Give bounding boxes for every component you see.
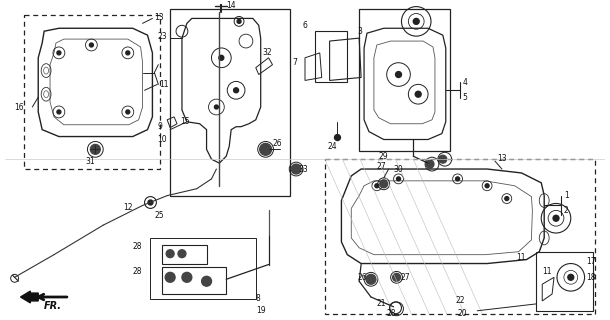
Circle shape: [291, 164, 301, 174]
Bar: [315, 31, 347, 83]
Circle shape: [182, 272, 192, 282]
Text: 20: 20: [458, 309, 467, 318]
Circle shape: [148, 200, 153, 205]
Bar: [162, 268, 226, 294]
Text: 32: 32: [263, 48, 272, 57]
Circle shape: [568, 274, 574, 280]
Text: 8: 8: [256, 294, 260, 303]
Circle shape: [395, 72, 401, 77]
Text: 9: 9: [157, 122, 162, 131]
Text: 26: 26: [357, 273, 367, 282]
Text: 11: 11: [542, 267, 551, 276]
Text: 28: 28: [133, 267, 142, 276]
Text: 24: 24: [328, 142, 337, 151]
Text: 7: 7: [292, 58, 297, 67]
Circle shape: [553, 215, 559, 221]
Circle shape: [456, 177, 459, 181]
Text: 19: 19: [256, 306, 265, 315]
Text: 26: 26: [273, 139, 282, 148]
Circle shape: [415, 91, 421, 97]
Bar: [325, 159, 595, 314]
Circle shape: [426, 160, 434, 168]
Text: 25: 25: [154, 211, 164, 220]
Text: 23: 23: [157, 32, 167, 41]
Text: FR.: FR.: [44, 301, 62, 311]
Text: 15: 15: [180, 117, 190, 126]
Circle shape: [178, 250, 186, 258]
Text: 4: 4: [462, 78, 467, 87]
Text: 16: 16: [15, 102, 24, 111]
Circle shape: [439, 155, 447, 163]
Circle shape: [57, 110, 61, 114]
FancyArrow shape: [21, 291, 38, 303]
Text: 28: 28: [133, 242, 142, 251]
Circle shape: [366, 274, 376, 284]
Circle shape: [485, 184, 489, 188]
Circle shape: [126, 110, 130, 114]
Text: 10: 10: [157, 135, 167, 144]
Circle shape: [393, 273, 401, 281]
Circle shape: [234, 88, 239, 93]
Circle shape: [219, 55, 224, 60]
Text: 27: 27: [377, 162, 387, 171]
Bar: [162, 245, 207, 264]
Text: 28: 28: [387, 309, 396, 318]
Circle shape: [202, 276, 212, 286]
Circle shape: [396, 177, 401, 181]
Text: 30: 30: [393, 164, 403, 173]
Bar: [151, 238, 256, 299]
Text: 21: 21: [377, 300, 386, 308]
Circle shape: [260, 143, 271, 155]
Bar: [170, 9, 290, 196]
Circle shape: [57, 51, 61, 55]
Text: 33: 33: [298, 164, 308, 173]
Text: 12: 12: [123, 203, 132, 212]
Text: 11: 11: [517, 253, 526, 262]
Circle shape: [90, 43, 93, 47]
Text: 22: 22: [456, 296, 465, 305]
Text: 29: 29: [379, 152, 389, 161]
Text: 6: 6: [302, 21, 307, 30]
Circle shape: [414, 19, 419, 24]
Text: 1: 1: [564, 191, 569, 200]
Text: 13: 13: [154, 13, 164, 22]
Bar: [24, 15, 160, 169]
Circle shape: [166, 250, 174, 258]
Bar: [536, 252, 594, 311]
Circle shape: [237, 20, 241, 23]
Text: 14: 14: [226, 1, 236, 10]
Text: 3: 3: [357, 27, 362, 36]
Circle shape: [165, 272, 175, 282]
Circle shape: [90, 144, 100, 154]
Text: 11: 11: [159, 80, 169, 89]
Text: 2: 2: [564, 206, 569, 215]
Circle shape: [505, 196, 509, 201]
Circle shape: [334, 135, 340, 140]
Circle shape: [375, 184, 379, 188]
Circle shape: [215, 105, 218, 109]
Circle shape: [380, 180, 388, 188]
Text: 5: 5: [462, 93, 467, 102]
Text: 18: 18: [586, 273, 595, 282]
Text: 27: 27: [401, 273, 410, 282]
Text: 31: 31: [85, 157, 95, 166]
Text: 13: 13: [497, 154, 506, 163]
Bar: [359, 9, 450, 151]
Text: 17: 17: [586, 257, 595, 266]
Circle shape: [126, 51, 130, 55]
